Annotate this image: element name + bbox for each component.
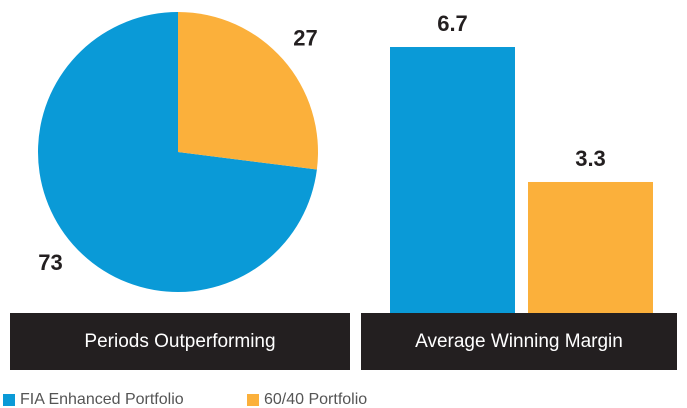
legend-label: FIA Enhanced Portfolio xyxy=(20,391,184,408)
legend-swatch xyxy=(247,394,259,406)
chart-title: Average Winning Margin xyxy=(415,331,623,352)
bar xyxy=(390,47,515,313)
title-box xyxy=(10,313,350,370)
pie-slice xyxy=(38,12,317,292)
legend-swatch xyxy=(3,394,15,406)
data-label: 27 xyxy=(293,25,317,50)
data-label: 3.3 xyxy=(575,146,606,171)
title-box xyxy=(361,313,677,370)
data-label: 73 xyxy=(38,250,62,275)
chart-title: Periods Outperforming xyxy=(84,331,275,352)
legend-label: 60/40 Portfolio xyxy=(264,391,367,408)
data-label: 6.7 xyxy=(437,11,468,36)
pie-slice xyxy=(178,12,318,170)
bar xyxy=(528,181,653,313)
